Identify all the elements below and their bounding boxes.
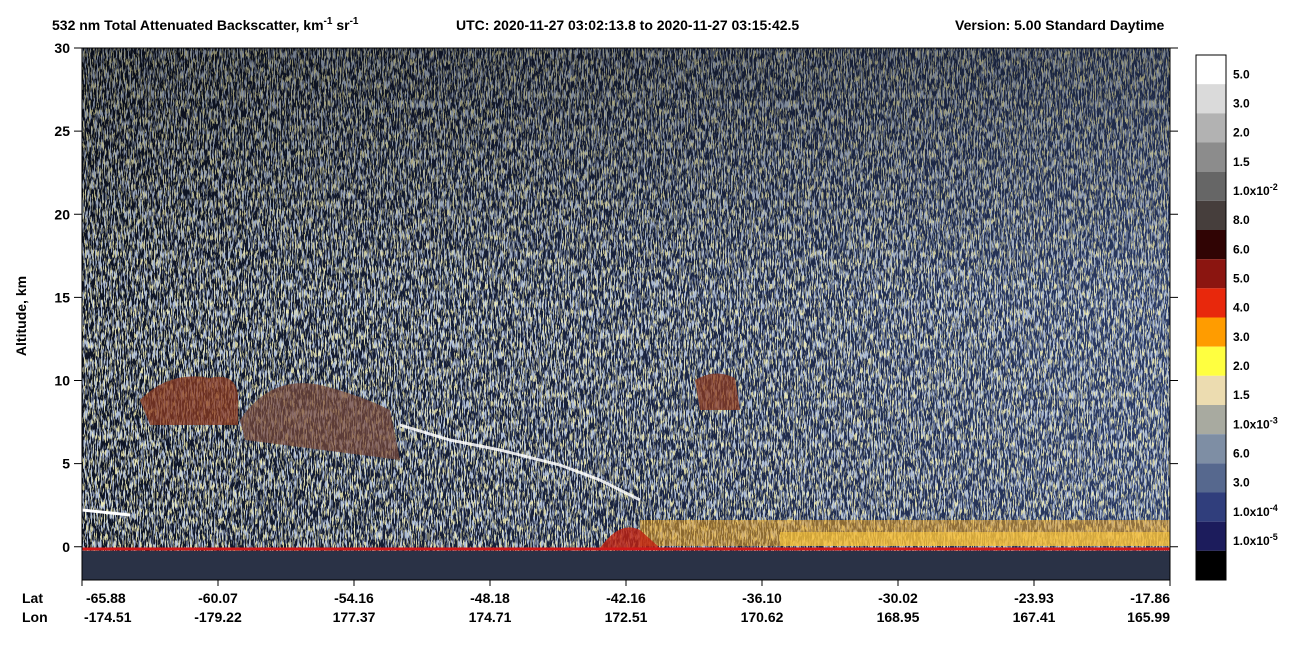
label-exponent: -3	[1270, 415, 1278, 425]
lat-tick-label: -42.16	[606, 590, 646, 606]
lat-tick-label: -23.93	[1014, 590, 1054, 606]
y-axis-label: Altitude, km	[13, 276, 29, 356]
lat-tick-label: -30.02	[878, 590, 918, 606]
colorbar-label: 1.0x10-3	[1233, 415, 1278, 431]
lat-tick-label: -48.18	[470, 590, 510, 606]
lon-tick-label: 167.41	[1013, 609, 1056, 625]
colorbar-label: 8.0	[1233, 213, 1250, 227]
label-exponent: -4	[1270, 503, 1278, 513]
colorbar-swatch	[1196, 317, 1226, 347]
chart-title: 532 nm Total Attenuated Backscatter, km-…	[52, 16, 359, 33]
y-tick-label: 30	[54, 40, 70, 56]
colorbar-swatch	[1196, 113, 1226, 143]
colorbar-label: 5.0	[1233, 272, 1250, 286]
colorbar-label: 1.0x10-5	[1233, 532, 1278, 548]
time-range: UTC: 2020-11-27 03:02:13.8 to 2020-11-27…	[456, 17, 799, 33]
colorbar-swatch	[1196, 550, 1226, 580]
colorbar-label: 2.0	[1233, 359, 1250, 373]
y-tick-label: 0	[62, 539, 70, 555]
lat-tick-label: -60.07	[198, 590, 238, 606]
lat-tick-label: -54.16	[334, 590, 374, 606]
label-exponent: -2	[1270, 182, 1278, 192]
colorbar-swatch	[1196, 521, 1226, 551]
colorbar-swatch	[1196, 200, 1226, 230]
lon-tick-label: 177.37	[333, 609, 376, 625]
colorbar-frame	[1195, 54, 1227, 581]
colorbar-swatch	[1196, 492, 1226, 522]
lon-tick-label: -179.22	[194, 609, 242, 625]
colorbar-label: 2.0	[1233, 126, 1250, 140]
lat-tick-label: -17.86	[1130, 590, 1170, 606]
colorbar-label: 1.0x10-4	[1233, 503, 1278, 519]
lon-tick-label: 172.51	[605, 609, 648, 625]
lon-tick-label: 170.62	[741, 609, 784, 625]
colorbar-swatch	[1196, 375, 1226, 405]
lat-label: Lat	[22, 590, 43, 606]
y-tick-label: 25	[54, 123, 70, 139]
lon-label: Lon	[22, 609, 48, 625]
y-tick-label: 5	[62, 456, 70, 472]
label-base: 1.0x10	[1233, 534, 1270, 548]
lat-tick-label: -36.10	[742, 590, 782, 606]
colorbar-swatch	[1196, 171, 1226, 201]
colorbar-swatch	[1196, 405, 1226, 435]
colorbar-label: 4.0	[1233, 301, 1250, 315]
colorbar-label: 3.0	[1233, 97, 1250, 111]
colorbar-swatch	[1196, 259, 1226, 289]
lon-tick-label: 165.99	[1127, 609, 1170, 625]
colorbar-swatch	[1196, 288, 1226, 318]
label-base: 1.0x10	[1233, 184, 1270, 198]
label-exponent: -5	[1270, 532, 1278, 542]
label-base: 1.0x10	[1233, 505, 1270, 519]
colorbar-label: 6.0	[1233, 447, 1250, 461]
label-base: 1.0x10	[1233, 417, 1270, 431]
colorbar: 5.03.02.01.51.0x10-28.06.05.04.03.02.01.…	[1195, 54, 1278, 581]
colorbar-label: 5.0	[1233, 67, 1250, 81]
colorbar-label: 3.0	[1233, 330, 1250, 344]
y-tick-label: 15	[54, 289, 70, 305]
colorbar-swatch	[1196, 84, 1226, 114]
lon-tick-label: -174.51	[84, 609, 132, 625]
y-tick-label: 20	[54, 206, 70, 222]
colorbar-swatch	[1196, 55, 1226, 85]
colorbar-swatch	[1196, 463, 1226, 493]
colorbar-label: 1.5	[1233, 155, 1250, 169]
colorbar-swatch	[1196, 434, 1226, 464]
colorbar-label: 1.0x10-2	[1233, 182, 1278, 198]
lat-tick-label: -65.88	[86, 590, 126, 606]
colorbar-label: 6.0	[1233, 242, 1250, 256]
colorbar-swatch	[1196, 346, 1226, 376]
colorbar-label: 1.5	[1233, 388, 1250, 402]
y-tick-label: 10	[54, 373, 70, 389]
version: Version: 5.00 Standard Daytime	[955, 17, 1165, 33]
colorbar-label: 3.0	[1233, 476, 1250, 490]
lon-tick-label: 174.71	[469, 609, 512, 625]
backscatter-image	[81, 48, 1170, 580]
colorbar-swatch	[1196, 230, 1226, 260]
lon-tick-label: 168.95	[877, 609, 920, 625]
colorbar-swatch	[1196, 142, 1226, 172]
